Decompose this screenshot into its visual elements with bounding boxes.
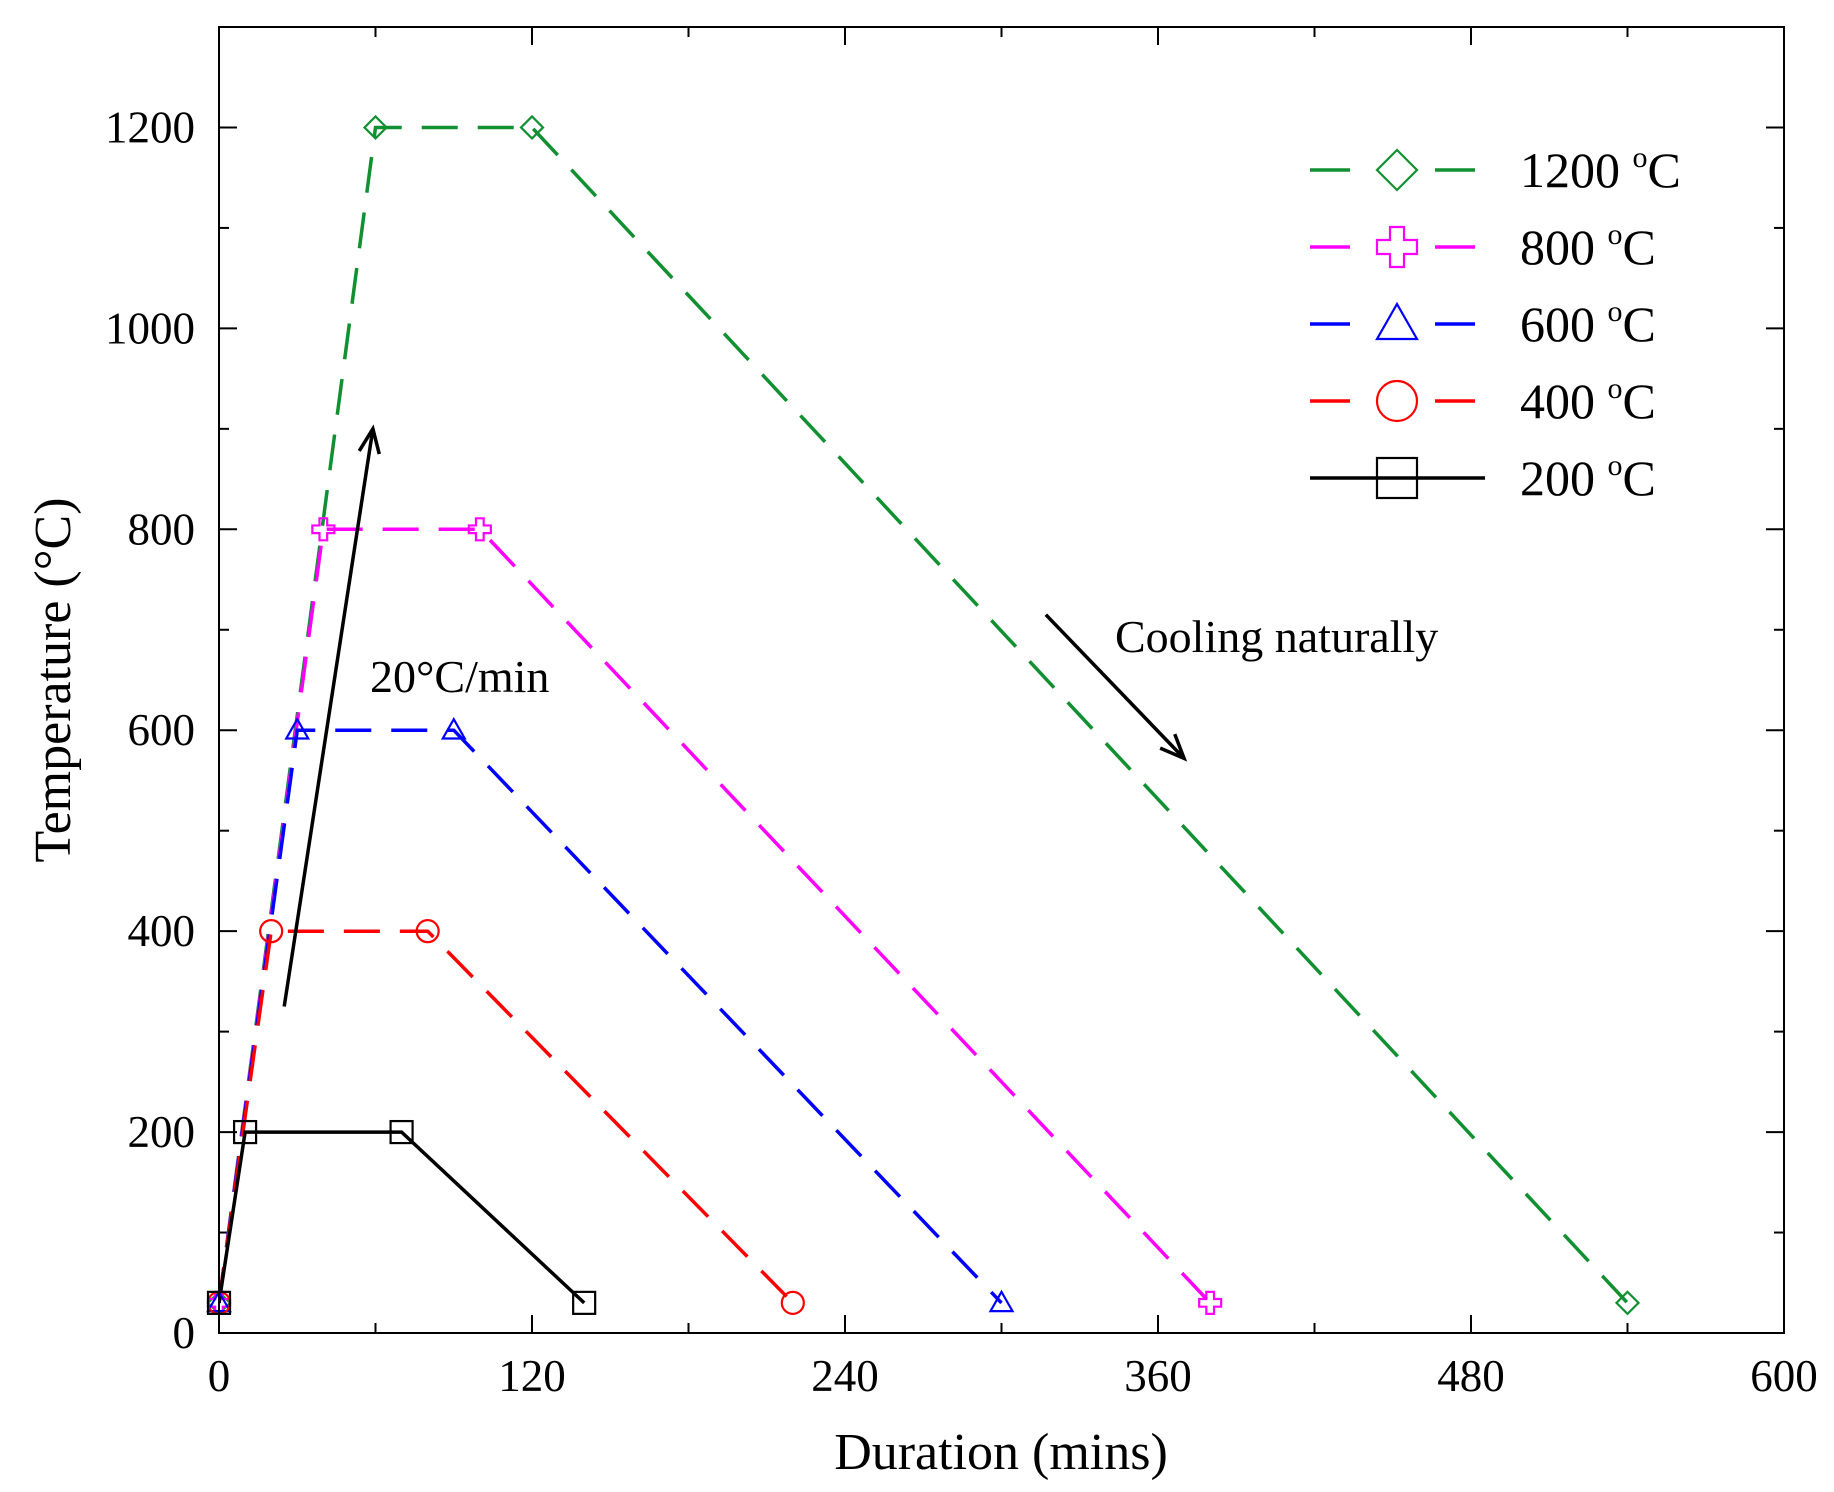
legend-degree-sign: o <box>1608 449 1623 482</box>
y-axis-title: Temperature (°C) <box>25 497 82 862</box>
x-axis-title: Duration (mins) <box>834 1424 1168 1481</box>
series-line <box>219 1130 586 1305</box>
legend-unit: C <box>1623 450 1656 506</box>
triangle-marker <box>988 1289 1015 1313</box>
plot-frame <box>218 26 1785 1334</box>
y-tick-label: 400 <box>128 906 196 956</box>
series-layer <box>219 125 1629 1305</box>
x-tick-label: 240 <box>811 1351 879 1401</box>
diamond-marker <box>1614 1290 1641 1316</box>
legend-unit: C <box>1623 219 1656 275</box>
circle-marker <box>1375 379 1419 423</box>
cross-marker <box>1198 1290 1223 1315</box>
x-tick-label: 600 <box>1750 1351 1818 1401</box>
diamond-marker <box>519 114 545 141</box>
legend-label: 400 oC <box>1520 372 1656 429</box>
annotation-arrow-head <box>357 424 381 455</box>
circle-marker <box>259 919 284 944</box>
square-marker <box>1375 456 1419 500</box>
legend-degree-sign: o <box>1608 218 1623 251</box>
tick-labels: 0 120 240 360 480 600 0 200 400 600 800 1000 1200 <box>105 102 1818 1401</box>
square-marker <box>232 1119 258 1145</box>
triangle-marker <box>284 717 311 740</box>
legend-label: 600 oC <box>1520 295 1656 352</box>
diamond-marker <box>1375 148 1419 192</box>
legend-label: 1200 oC <box>1520 141 1681 198</box>
circle-marker <box>415 919 440 944</box>
x-tick-label: 120 <box>498 1351 566 1401</box>
legend-degree-sign: o <box>1608 295 1623 328</box>
x-tick-label: 480 <box>1437 1351 1505 1401</box>
y-tick-label: 1000 <box>105 303 195 353</box>
legend: 1200 oC 800 oC 600 oC 400 oC 200 oC <box>1310 141 1681 506</box>
annotation-arrow-line <box>1044 613 1186 760</box>
diamond-marker <box>362 114 389 141</box>
legend-degree-sign: o <box>1633 141 1648 174</box>
legend-label: 200 oC <box>1520 449 1656 506</box>
cross-marker <box>311 517 336 542</box>
series-line <box>219 527 1212 1305</box>
legend-degree-sign: o <box>1608 372 1623 405</box>
y-tick-label: 800 <box>128 504 196 554</box>
cross-marker <box>1375 225 1419 269</box>
triangle-marker <box>1375 301 1419 341</box>
y-tick-label: 0 <box>173 1308 196 1358</box>
circle-marker <box>780 1290 805 1315</box>
annotation-heating-rate: 20°C/min <box>370 651 549 702</box>
y-tick-label: 600 <box>128 705 196 755</box>
legend-unit: C <box>1648 142 1681 198</box>
y-tick-label: 1200 <box>105 102 195 152</box>
square-marker <box>572 1290 597 1315</box>
x-tick-label: 360 <box>1124 1351 1192 1401</box>
annotation-cooling: Cooling naturally <box>1115 611 1438 662</box>
marker-layer <box>206 114 1641 1316</box>
legend-unit: C <box>1623 296 1656 352</box>
square-marker <box>389 1119 414 1145</box>
series-line <box>219 929 795 1305</box>
legend-unit: C <box>1623 373 1656 429</box>
annotation-arrow-head <box>1159 733 1188 762</box>
legend-label: 800 oC <box>1520 218 1656 275</box>
triangle-marker <box>440 717 467 740</box>
annotation-arrow-line <box>282 428 375 1007</box>
cross-marker <box>467 517 492 542</box>
x-tick-label: 0 <box>208 1351 231 1401</box>
y-tick-label: 200 <box>128 1107 196 1157</box>
annotations: 20°C/min Cooling naturally <box>282 424 1438 1007</box>
